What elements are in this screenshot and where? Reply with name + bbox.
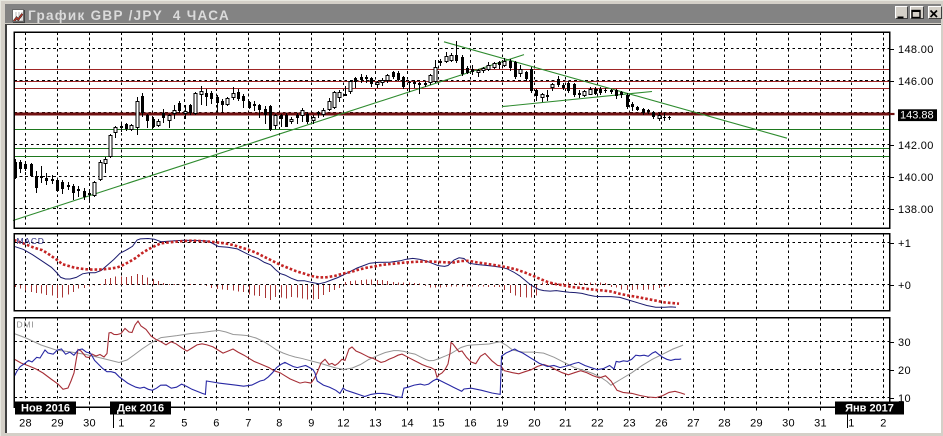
svg-text:28: 28 — [718, 418, 731, 430]
svg-text:2: 2 — [149, 418, 155, 430]
svg-text:8: 8 — [276, 418, 282, 430]
svg-text:22: 22 — [591, 418, 604, 430]
svg-text:6: 6 — [213, 418, 219, 430]
svg-text:9: 9 — [308, 418, 314, 430]
svg-text:21: 21 — [559, 418, 572, 430]
svg-text:12: 12 — [337, 418, 350, 430]
svg-text:DMI: DMI — [17, 320, 35, 330]
svg-text:2: 2 — [880, 418, 886, 430]
svg-text:Дек 2016: Дек 2016 — [117, 403, 164, 415]
svg-text:1: 1 — [118, 418, 124, 430]
svg-text:30: 30 — [898, 337, 911, 349]
svg-text:16: 16 — [464, 418, 477, 430]
svg-text:5: 5 — [181, 418, 187, 430]
svg-text:1: 1 — [848, 418, 854, 430]
svg-text:29: 29 — [750, 418, 763, 430]
svg-text:14: 14 — [401, 418, 414, 430]
svg-text:23: 23 — [623, 418, 636, 430]
svg-text:19: 19 — [496, 418, 509, 430]
svg-text:Янв 2017: Янв 2017 — [845, 403, 894, 415]
svg-text:142.00: 142.00 — [898, 140, 934, 152]
svg-text:26: 26 — [655, 418, 668, 430]
svg-text:20: 20 — [528, 418, 541, 430]
svg-text:143.88: 143.88 — [900, 110, 934, 122]
svg-text:30: 30 — [782, 418, 795, 430]
svg-text:13: 13 — [369, 418, 382, 430]
svg-text:31: 31 — [814, 418, 827, 430]
svg-text:Нов 2016: Нов 2016 — [21, 403, 70, 415]
svg-text:7: 7 — [245, 418, 251, 430]
svg-text:27: 27 — [687, 418, 700, 430]
svg-text:146.00: 146.00 — [898, 76, 934, 88]
svg-text:20: 20 — [898, 365, 911, 377]
svg-text:30: 30 — [83, 418, 96, 430]
svg-text:29: 29 — [51, 418, 64, 430]
svg-text:28: 28 — [19, 418, 32, 430]
svg-text:MACD: MACD — [17, 236, 45, 246]
svg-text:+1: +1 — [898, 238, 911, 250]
svg-text:140.00: 140.00 — [898, 172, 934, 184]
svg-text:138.00: 138.00 — [898, 204, 934, 216]
svg-text:15: 15 — [432, 418, 445, 430]
svg-text:+0: +0 — [898, 280, 911, 292]
svg-text:148.00: 148.00 — [898, 44, 934, 56]
